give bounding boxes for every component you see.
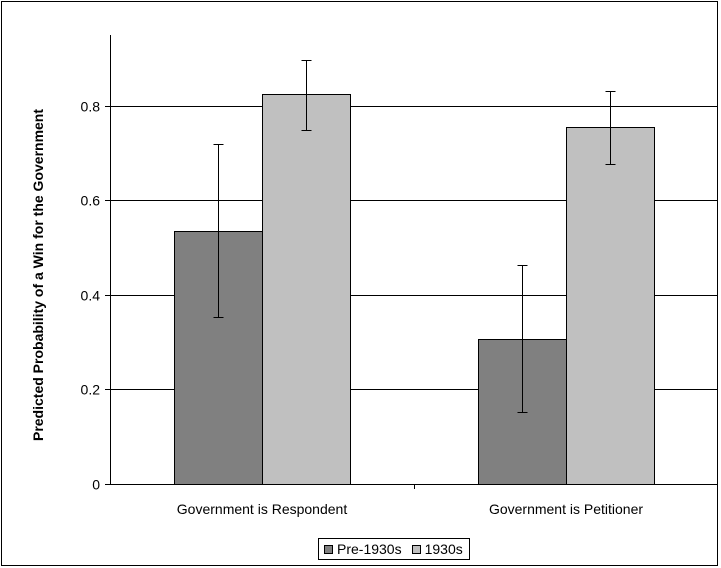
legend-entry-pre-1930s: Pre-1930s [324,541,402,557]
y-tick-label: 0.4 [81,288,101,304]
error-bars [213,60,616,413]
legend-label-1930s: 1930s [424,541,463,557]
y-tick-label: 0.2 [81,382,101,398]
y-tick-label: 0.8 [81,99,101,115]
y-tick-label: 0 [92,477,100,493]
bar-1930s-1 [262,94,351,485]
legend: Pre-1930s 1930s [318,538,470,560]
legend-label-pre-1930s: Pre-1930s [337,541,402,557]
x-tick-label: Government is Respondent [177,501,348,517]
y-tick-label: 0.6 [81,193,101,209]
y-axis-label: Predicted Probability of a Win for the G… [30,109,46,441]
bar-1930s-2 [566,127,655,485]
bars [174,94,655,485]
x-tick-label: Government is Petitioner [489,501,643,517]
legend-swatch-pre-1930s [324,544,333,554]
tick-labels: 0 0.2 0.4 0.6 0.8 Government is Respondent Gov… [81,99,644,518]
legend-entry-1930s: 1930s [411,541,463,557]
legend-swatch-1930s [411,544,421,554]
axes [105,35,718,489]
